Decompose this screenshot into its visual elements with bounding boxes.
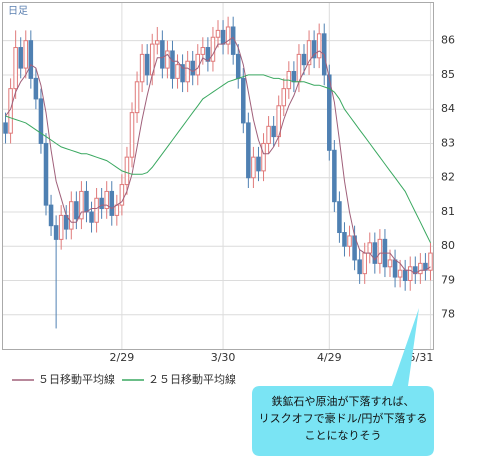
candle-body bbox=[165, 50, 170, 69]
candle-body bbox=[43, 142, 49, 206]
candle-body bbox=[74, 201, 79, 220]
candle-body bbox=[291, 71, 297, 83]
candle-body bbox=[160, 40, 165, 69]
candle-body bbox=[256, 156, 261, 172]
ma-line bbox=[5, 74, 431, 244]
candle-body bbox=[144, 53, 150, 76]
candle-body bbox=[185, 60, 190, 83]
candle-body bbox=[347, 235, 352, 247]
candle-body bbox=[139, 53, 145, 83]
ma-line bbox=[5, 36, 431, 275]
candle-body bbox=[114, 204, 120, 216]
candle-body bbox=[428, 252, 433, 271]
candle-body bbox=[281, 88, 287, 107]
x-tick-label: 3/30 bbox=[211, 351, 236, 364]
candle-body bbox=[271, 125, 276, 138]
candle-body bbox=[33, 77, 39, 100]
plot-frame bbox=[2, 2, 434, 350]
legend-label: ５日移動平均線 bbox=[38, 372, 115, 386]
x-tick-label: 2/29 bbox=[110, 351, 135, 364]
candle-body bbox=[23, 40, 29, 69]
candle-body bbox=[261, 142, 266, 172]
candle-body bbox=[397, 269, 403, 278]
y-tick-label: 85 bbox=[441, 68, 455, 81]
y-tick-label: 86 bbox=[441, 34, 455, 47]
callout-text: リスクオフで豪ドル/円が下落する bbox=[259, 411, 428, 425]
candle-body bbox=[215, 29, 221, 38]
candle-body bbox=[155, 40, 160, 45]
candle-body bbox=[306, 40, 312, 66]
candle-body bbox=[392, 259, 398, 278]
candle-body bbox=[175, 64, 180, 79]
y-tick-label: 84 bbox=[441, 102, 455, 115]
candle-body bbox=[89, 211, 94, 223]
candle-body bbox=[367, 242, 373, 254]
y-tick-label: 83 bbox=[441, 136, 455, 149]
candle-body bbox=[200, 47, 206, 55]
candle-body bbox=[316, 33, 322, 59]
candle-body bbox=[235, 53, 241, 79]
candle-body bbox=[251, 156, 256, 179]
candle-body bbox=[372, 242, 378, 264]
candle-body bbox=[220, 29, 226, 45]
y-tick-label: 82 bbox=[441, 171, 455, 184]
x-tick-label: 5/31 bbox=[409, 351, 434, 364]
y-tick-label: 79 bbox=[441, 273, 455, 286]
candle-body bbox=[48, 204, 54, 227]
candle-body bbox=[225, 26, 231, 45]
candle-body bbox=[190, 60, 195, 76]
y-tick-label: 80 bbox=[441, 239, 455, 252]
candle-body bbox=[134, 81, 140, 114]
candle-body bbox=[210, 36, 216, 62]
candle-body bbox=[377, 238, 383, 264]
candle-body bbox=[53, 225, 59, 240]
candle-body bbox=[301, 53, 307, 66]
candle-body bbox=[109, 190, 115, 216]
candle-body bbox=[124, 156, 130, 186]
candle-body bbox=[99, 197, 104, 210]
x-tick-label: 4/29 bbox=[317, 351, 342, 364]
candle-body bbox=[332, 149, 337, 203]
candle-body bbox=[246, 122, 251, 179]
candle-body bbox=[170, 50, 175, 79]
candle-body bbox=[402, 269, 408, 281]
candle-body bbox=[327, 74, 332, 151]
candle-body bbox=[104, 190, 109, 210]
candle-body bbox=[58, 214, 64, 240]
candle-body bbox=[69, 201, 74, 230]
candle-body bbox=[38, 98, 44, 144]
callout-bubble bbox=[252, 308, 434, 456]
candle-body bbox=[84, 190, 89, 213]
legend-label: ２５日移動平均線 bbox=[148, 372, 236, 386]
candle-body bbox=[266, 125, 271, 144]
candle-body bbox=[28, 40, 34, 79]
candle-body bbox=[387, 259, 393, 268]
callout-text: 鉄鉱石や原油が下落すれば、 bbox=[272, 394, 415, 408]
candle-body bbox=[357, 259, 362, 275]
candle-body bbox=[119, 184, 125, 206]
candle-body bbox=[129, 112, 135, 158]
candle-body bbox=[342, 232, 347, 247]
candle-body bbox=[3, 122, 8, 134]
y-tick-label: 78 bbox=[441, 308, 455, 321]
candle-body bbox=[18, 47, 23, 69]
candle-body bbox=[94, 197, 99, 223]
chart-title: 日足 bbox=[8, 5, 28, 17]
candle-body bbox=[296, 53, 302, 83]
candle-body bbox=[311, 40, 317, 59]
candle-body bbox=[407, 266, 413, 281]
y-tick-label: 81 bbox=[441, 205, 455, 218]
callout-text: ことになりそう bbox=[305, 429, 382, 442]
candle-body bbox=[180, 64, 185, 83]
candle-body bbox=[79, 190, 84, 220]
candle-body bbox=[13, 47, 18, 90]
candle-body bbox=[362, 252, 367, 275]
candle-body bbox=[337, 201, 342, 234]
candle-body bbox=[418, 262, 423, 275]
candle-body bbox=[241, 77, 246, 124]
